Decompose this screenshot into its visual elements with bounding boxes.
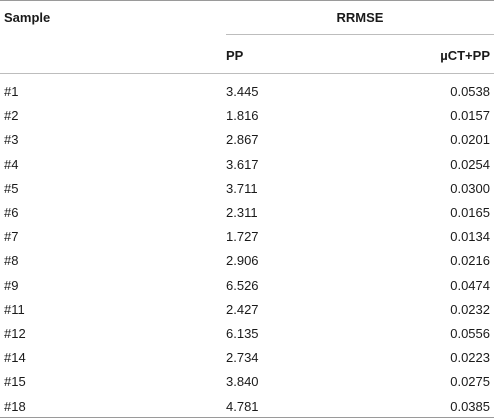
cell-sample: #12 (4, 326, 26, 341)
cell-pp: 3.617 (226, 157, 259, 172)
cell-pp: 6.526 (226, 278, 259, 293)
cell-uct-pp: 0.0474 (450, 278, 490, 293)
cell-sample: #8 (4, 253, 19, 268)
header-pp: PP (226, 48, 244, 63)
cell-uct-pp: 0.0556 (450, 326, 490, 341)
cell-pp: 2.906 (226, 253, 259, 268)
cell-sample: #14 (4, 350, 26, 365)
header-sample: Sample (4, 10, 51, 25)
cell-sample: #2 (4, 108, 19, 123)
cell-sample: #9 (4, 278, 19, 293)
cell-pp: 2.867 (226, 132, 259, 147)
cell-pp: 3.840 (226, 374, 259, 389)
cell-pp: 2.734 (226, 350, 259, 365)
cell-pp: 1.816 (226, 108, 259, 123)
cell-uct-pp: 0.0157 (450, 108, 490, 123)
header-rrmse-group: RRMSE (336, 10, 384, 25)
cell-uct-pp: 0.0385 (450, 399, 490, 414)
cell-uct-pp: 0.0232 (450, 302, 490, 317)
cell-uct-pp: 0.0201 (450, 132, 490, 147)
cell-pp: 2.311 (226, 205, 258, 220)
cell-sample: #7 (4, 229, 19, 244)
cell-sample: #18 (4, 399, 26, 414)
cell-uct-pp: 0.0216 (450, 253, 490, 268)
cell-uct-pp: 0.0223 (450, 350, 490, 365)
cell-sample: #1 (4, 84, 19, 99)
cell-sample: #6 (4, 205, 19, 220)
header-uct-pp: µCT+PP (440, 48, 490, 63)
cell-pp: 4.781 (226, 399, 259, 414)
cell-sample: #4 (4, 157, 19, 172)
cell-pp: 3.445 (226, 84, 259, 99)
cell-uct-pp: 0.0254 (450, 157, 490, 172)
cell-sample: #5 (4, 181, 19, 196)
header-rule (0, 73, 494, 74)
cell-sample: #11 (4, 302, 25, 317)
cell-uct-pp: 0.0275 (450, 374, 490, 389)
cell-pp: 3.711 (226, 181, 258, 196)
cell-sample: #15 (4, 374, 26, 389)
cell-sample: #3 (4, 132, 19, 147)
group-underline (226, 34, 494, 35)
cell-uct-pp: 0.0165 (450, 205, 490, 220)
cell-uct-pp: 0.0300 (450, 181, 490, 196)
table-top-rule (0, 0, 494, 1)
cell-uct-pp: 0.0538 (450, 84, 490, 99)
cell-pp: 6.135 (226, 326, 259, 341)
cell-pp: 2.427 (226, 302, 259, 317)
cell-uct-pp: 0.0134 (450, 229, 490, 244)
cell-pp: 1.727 (226, 229, 259, 244)
